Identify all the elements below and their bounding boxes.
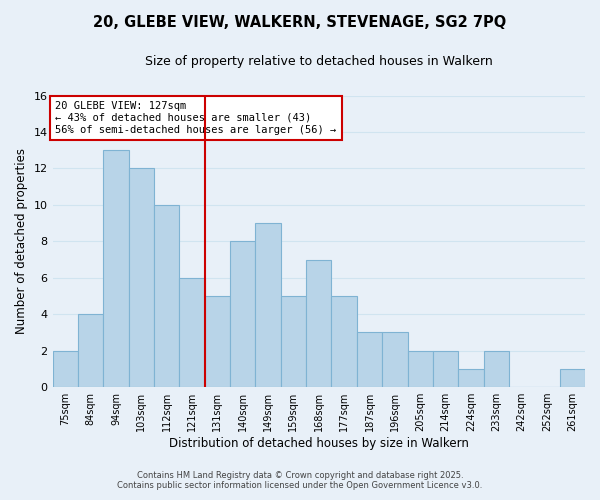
Bar [458,369,484,387]
Bar [205,296,230,387]
Bar [154,205,179,387]
Bar [407,350,433,387]
X-axis label: Distribution of detached houses by size in Walkern: Distribution of detached houses by size … [169,437,469,450]
Y-axis label: Number of detached properties: Number of detached properties [15,148,28,334]
Bar [281,296,306,387]
Title: Size of property relative to detached houses in Walkern: Size of property relative to detached ho… [145,55,493,68]
Bar [433,350,458,387]
Text: Contains HM Land Registry data © Crown copyright and database right 2025.
Contai: Contains HM Land Registry data © Crown c… [118,470,482,490]
Bar [230,242,256,387]
Bar [103,150,128,387]
Bar [128,168,154,387]
Bar [53,350,78,387]
Text: 20 GLEBE VIEW: 127sqm
← 43% of detached houses are smaller (43)
56% of semi-deta: 20 GLEBE VIEW: 127sqm ← 43% of detached … [55,102,337,134]
Bar [382,332,407,387]
Bar [179,278,205,387]
Bar [256,223,281,387]
Bar [306,260,331,387]
Bar [331,296,357,387]
Bar [78,314,103,387]
Bar [484,350,509,387]
Bar [560,369,585,387]
Bar [357,332,382,387]
Text: 20, GLEBE VIEW, WALKERN, STEVENAGE, SG2 7PQ: 20, GLEBE VIEW, WALKERN, STEVENAGE, SG2 … [94,15,506,30]
